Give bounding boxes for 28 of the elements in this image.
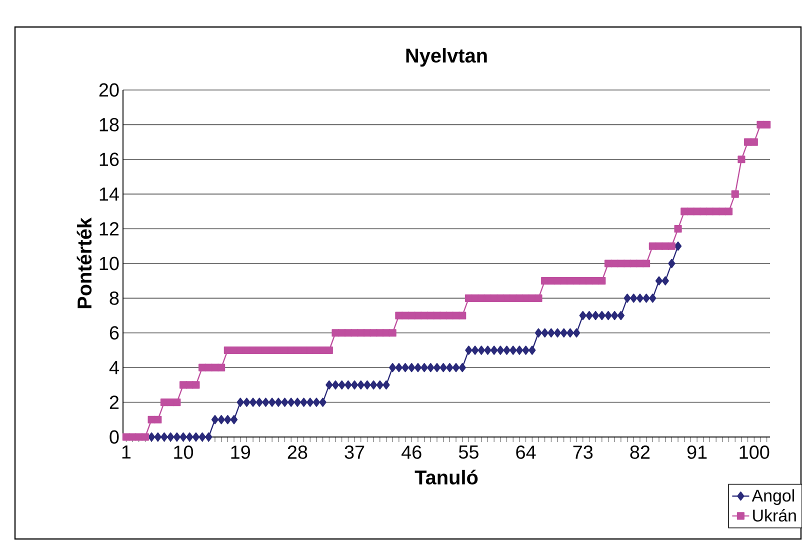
x-tick-label: 37	[344, 445, 364, 459]
x-tick-label: 46	[402, 445, 422, 459]
x-tick-label: 19	[231, 445, 250, 459]
y-tick-label: 18	[100, 118, 119, 132]
y-tick-label: 20	[99, 83, 119, 97]
y-tick-label: 0	[110, 430, 119, 444]
legend-label: Ukrán	[753, 508, 796, 522]
x-tick-label: 82	[630, 445, 650, 459]
chart-title: Nyelvtan	[406, 48, 487, 67]
y-axis-title: Pontérték	[76, 218, 92, 308]
y-tick-label: 16	[100, 152, 119, 166]
y-tick-label: 10	[100, 256, 119, 270]
y-tick-label: 14	[100, 188, 119, 201]
x-tick-label: 28	[288, 445, 308, 459]
y-tick-label: 4	[109, 361, 119, 374]
x-tick-label: 73	[573, 445, 593, 459]
y-tick-label: 8	[110, 291, 119, 305]
legend-label: Angol	[752, 489, 794, 505]
x-tick-label: 10	[174, 445, 194, 459]
y-tick-label: 6	[110, 326, 119, 340]
y-tick-label: 12	[100, 222, 119, 236]
x-tick-label: 91	[687, 445, 707, 459]
x-tick-label: 55	[458, 445, 478, 459]
x-axis-title: Tanuló	[414, 470, 478, 485]
x-tick-label: 1	[122, 445, 131, 459]
x-tick-label: 64	[516, 445, 536, 459]
x-tick-label: 100	[740, 445, 770, 459]
y-tick-label: 2	[110, 396, 119, 409]
